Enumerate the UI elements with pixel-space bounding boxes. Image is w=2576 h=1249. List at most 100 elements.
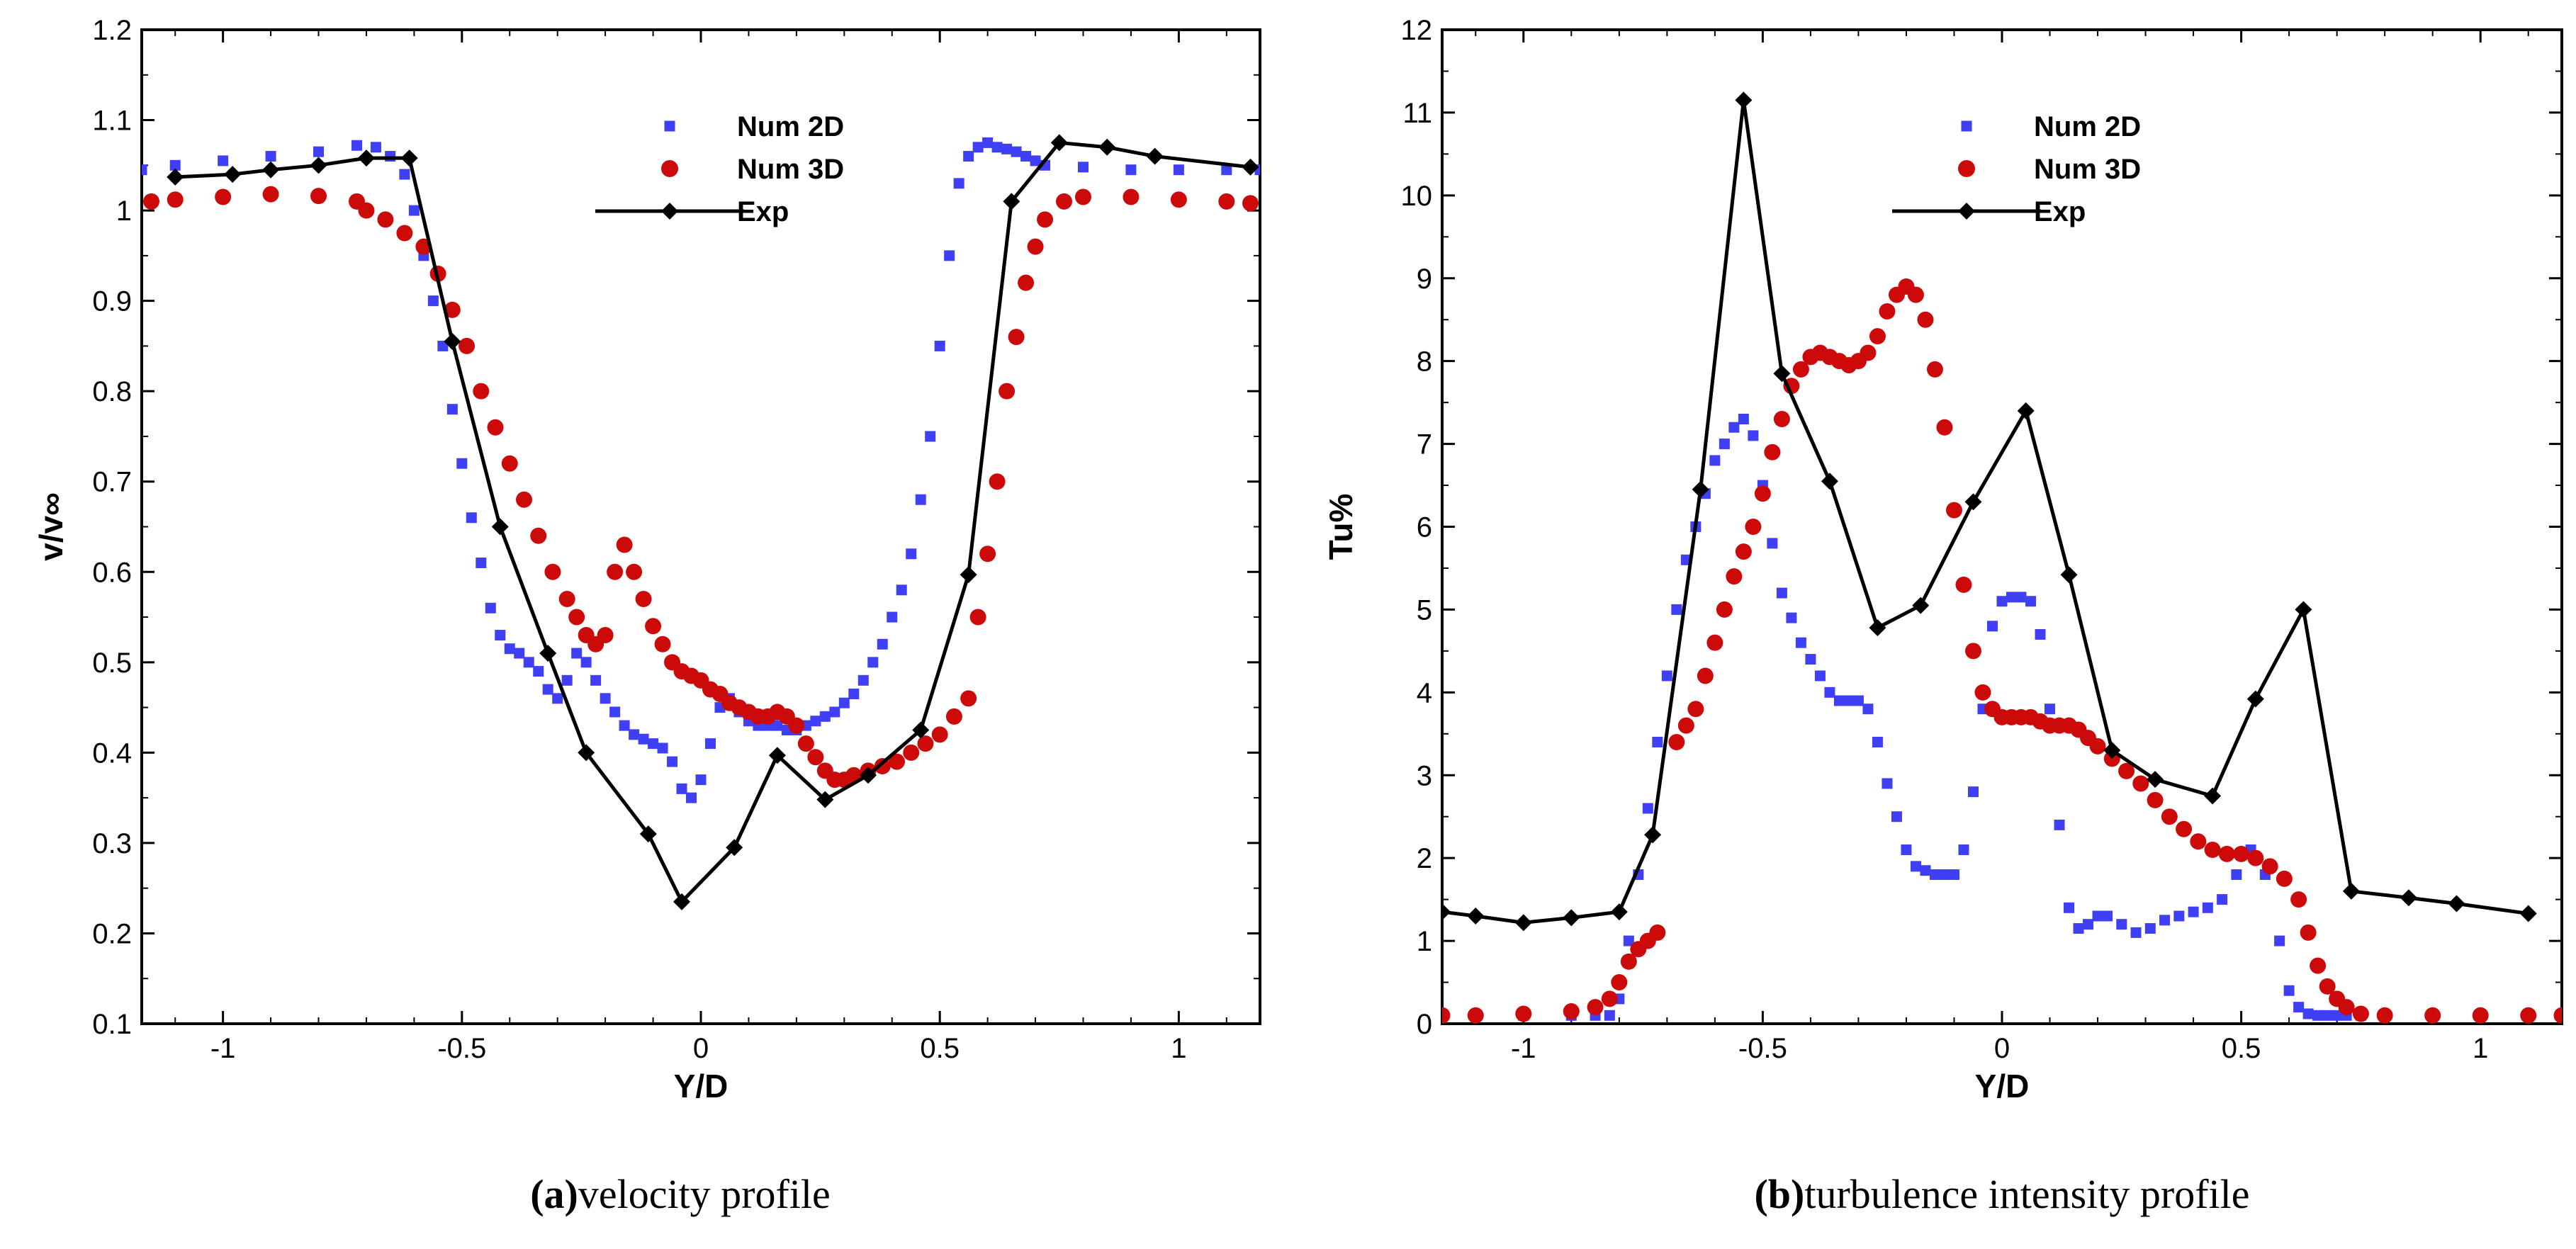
- panel-caption: (b)turbulence intensity profile: [1754, 1171, 2249, 1217]
- num2d-square-point: [2045, 703, 2056, 715]
- num2d-square-point: [1604, 1010, 1615, 1021]
- num2d-square-point: [1776, 587, 1787, 599]
- exp-diamond-point: [1821, 473, 1838, 490]
- num3d-circle-point: [616, 536, 633, 553]
- num2d-square-point: [2025, 596, 2037, 607]
- num2d-square-point: [1173, 164, 1184, 176]
- num2d-square-point: [982, 137, 994, 148]
- num3d-circle-point: [1027, 238, 1044, 255]
- num3d-circle-point: [607, 563, 624, 580]
- exp-diamond-point: [1442, 903, 1451, 921]
- num2d-square-point: [351, 140, 362, 151]
- num2d-square-point: [446, 404, 458, 415]
- num3d-circle-point: [960, 690, 977, 707]
- num2d-square-point: [1833, 695, 1845, 706]
- num3d-circle-point: [2118, 762, 2135, 779]
- num3d-circle-point: [473, 383, 490, 400]
- num2d-square-point: [1939, 869, 1950, 881]
- num3d-circle-point: [2089, 737, 2106, 755]
- series-exp: [167, 134, 1259, 910]
- num2d-square-point: [427, 295, 439, 307]
- num2d-square-point: [838, 697, 850, 708]
- exp-diamond-point: [1003, 193, 1020, 210]
- num3d-circle-point: [444, 301, 461, 318]
- y-tick-label: 5: [1417, 594, 1432, 626]
- num3d-circle-point: [487, 419, 504, 436]
- num3d-circle-point: [1037, 211, 1054, 228]
- x-tick-label: -1: [1511, 1033, 1536, 1064]
- legend: Num 2D Num 3D Exp: [1892, 111, 2141, 227]
- x-tick-label: 0: [693, 1033, 709, 1064]
- y-tick-label: 2: [1417, 843, 1432, 874]
- num2d-square-point: [1958, 844, 1969, 855]
- num3d-circle-point: [1008, 329, 1025, 346]
- exp-diamond-point: [1146, 147, 1164, 165]
- legend-num2d-marker: [664, 120, 675, 132]
- num3d-circle-point: [1563, 1002, 1580, 1019]
- num2d-square-point: [2293, 1002, 2305, 1013]
- num3d-circle-point: [568, 609, 585, 626]
- y-tick-label: 0.3: [92, 828, 132, 859]
- exp-diamond-point: [1912, 597, 1930, 614]
- exp-diamond-point: [539, 645, 557, 662]
- num2d-square-point: [915, 494, 926, 505]
- num3d-circle-point: [788, 717, 805, 734]
- num3d-circle-point: [2520, 1007, 2537, 1024]
- num3d-circle-point: [1773, 411, 1790, 428]
- x-tick-label: 1: [2473, 1033, 2488, 1064]
- exp-diamond-point: [1242, 158, 1259, 176]
- num3d-circle-point: [1764, 443, 1781, 460]
- num3d-circle-point: [1467, 1007, 1484, 1024]
- num3d-circle-point: [2233, 845, 2250, 862]
- y-tick-label: 8: [1417, 346, 1432, 378]
- legend-label: Exp: [2034, 196, 2086, 227]
- num3d-circle-point: [654, 635, 671, 652]
- y-tick-label: 0: [1417, 1009, 1432, 1040]
- exp-diamond-point: [2400, 889, 2417, 907]
- y-tick-label: 9: [1417, 264, 1432, 295]
- num2d-square-point: [1077, 162, 1089, 173]
- num2d-square-point: [1642, 803, 1653, 814]
- num3d-circle-point: [558, 591, 575, 608]
- num3d-circle-point: [2319, 978, 2336, 995]
- num2d-square-point: [542, 684, 553, 695]
- exp-diamond-point: [1050, 134, 1068, 152]
- num2d-square-point: [2092, 910, 2103, 922]
- num2d-square-point: [2102, 910, 2113, 922]
- num3d-circle-point: [544, 563, 561, 580]
- num3d-circle-point: [167, 191, 184, 208]
- num3d-circle-point: [2204, 841, 2221, 858]
- num2d-square-point: [552, 693, 563, 704]
- num2d-square-point: [1011, 146, 1022, 157]
- num2d-square-point: [399, 169, 410, 180]
- num3d-circle-point: [1716, 601, 1733, 618]
- num3d-circle-point: [645, 618, 662, 635]
- num3d-circle-point: [2300, 924, 2317, 941]
- num3d-circle-point: [2310, 957, 2327, 974]
- num3d-circle-point: [142, 193, 159, 210]
- y-tick-label: 6: [1417, 512, 1432, 543]
- num2d-square-point: [1125, 164, 1137, 176]
- legend-label: Num 3D: [2034, 154, 2141, 185]
- series-num-3d: [142, 186, 1259, 789]
- num2d-square-point: [580, 657, 592, 668]
- num3d-circle-point: [1926, 361, 1943, 378]
- legend-exp-marker: [1958, 203, 1975, 220]
- num2d-square-point: [619, 720, 630, 731]
- legend-label: Exp: [737, 196, 789, 227]
- num2d-square-point: [265, 151, 276, 162]
- num2d-square-point: [2322, 1010, 2333, 1021]
- num2d-square-point: [2202, 902, 2213, 913]
- num2d-square-point: [887, 611, 898, 623]
- num3d-circle-point: [1907, 286, 1924, 303]
- num3d-circle-point: [1218, 193, 1235, 210]
- y-tick-label: 0.2: [92, 918, 132, 949]
- num3d-circle-point: [1601, 990, 1618, 1007]
- exp-diamond-point: [1869, 619, 1886, 637]
- num2d-square-point: [857, 674, 869, 686]
- num2d-square-point: [1020, 151, 1032, 162]
- num3d-circle-point: [1974, 684, 1991, 701]
- exp-diamond-point: [167, 168, 184, 186]
- num3d-circle-point: [979, 546, 996, 563]
